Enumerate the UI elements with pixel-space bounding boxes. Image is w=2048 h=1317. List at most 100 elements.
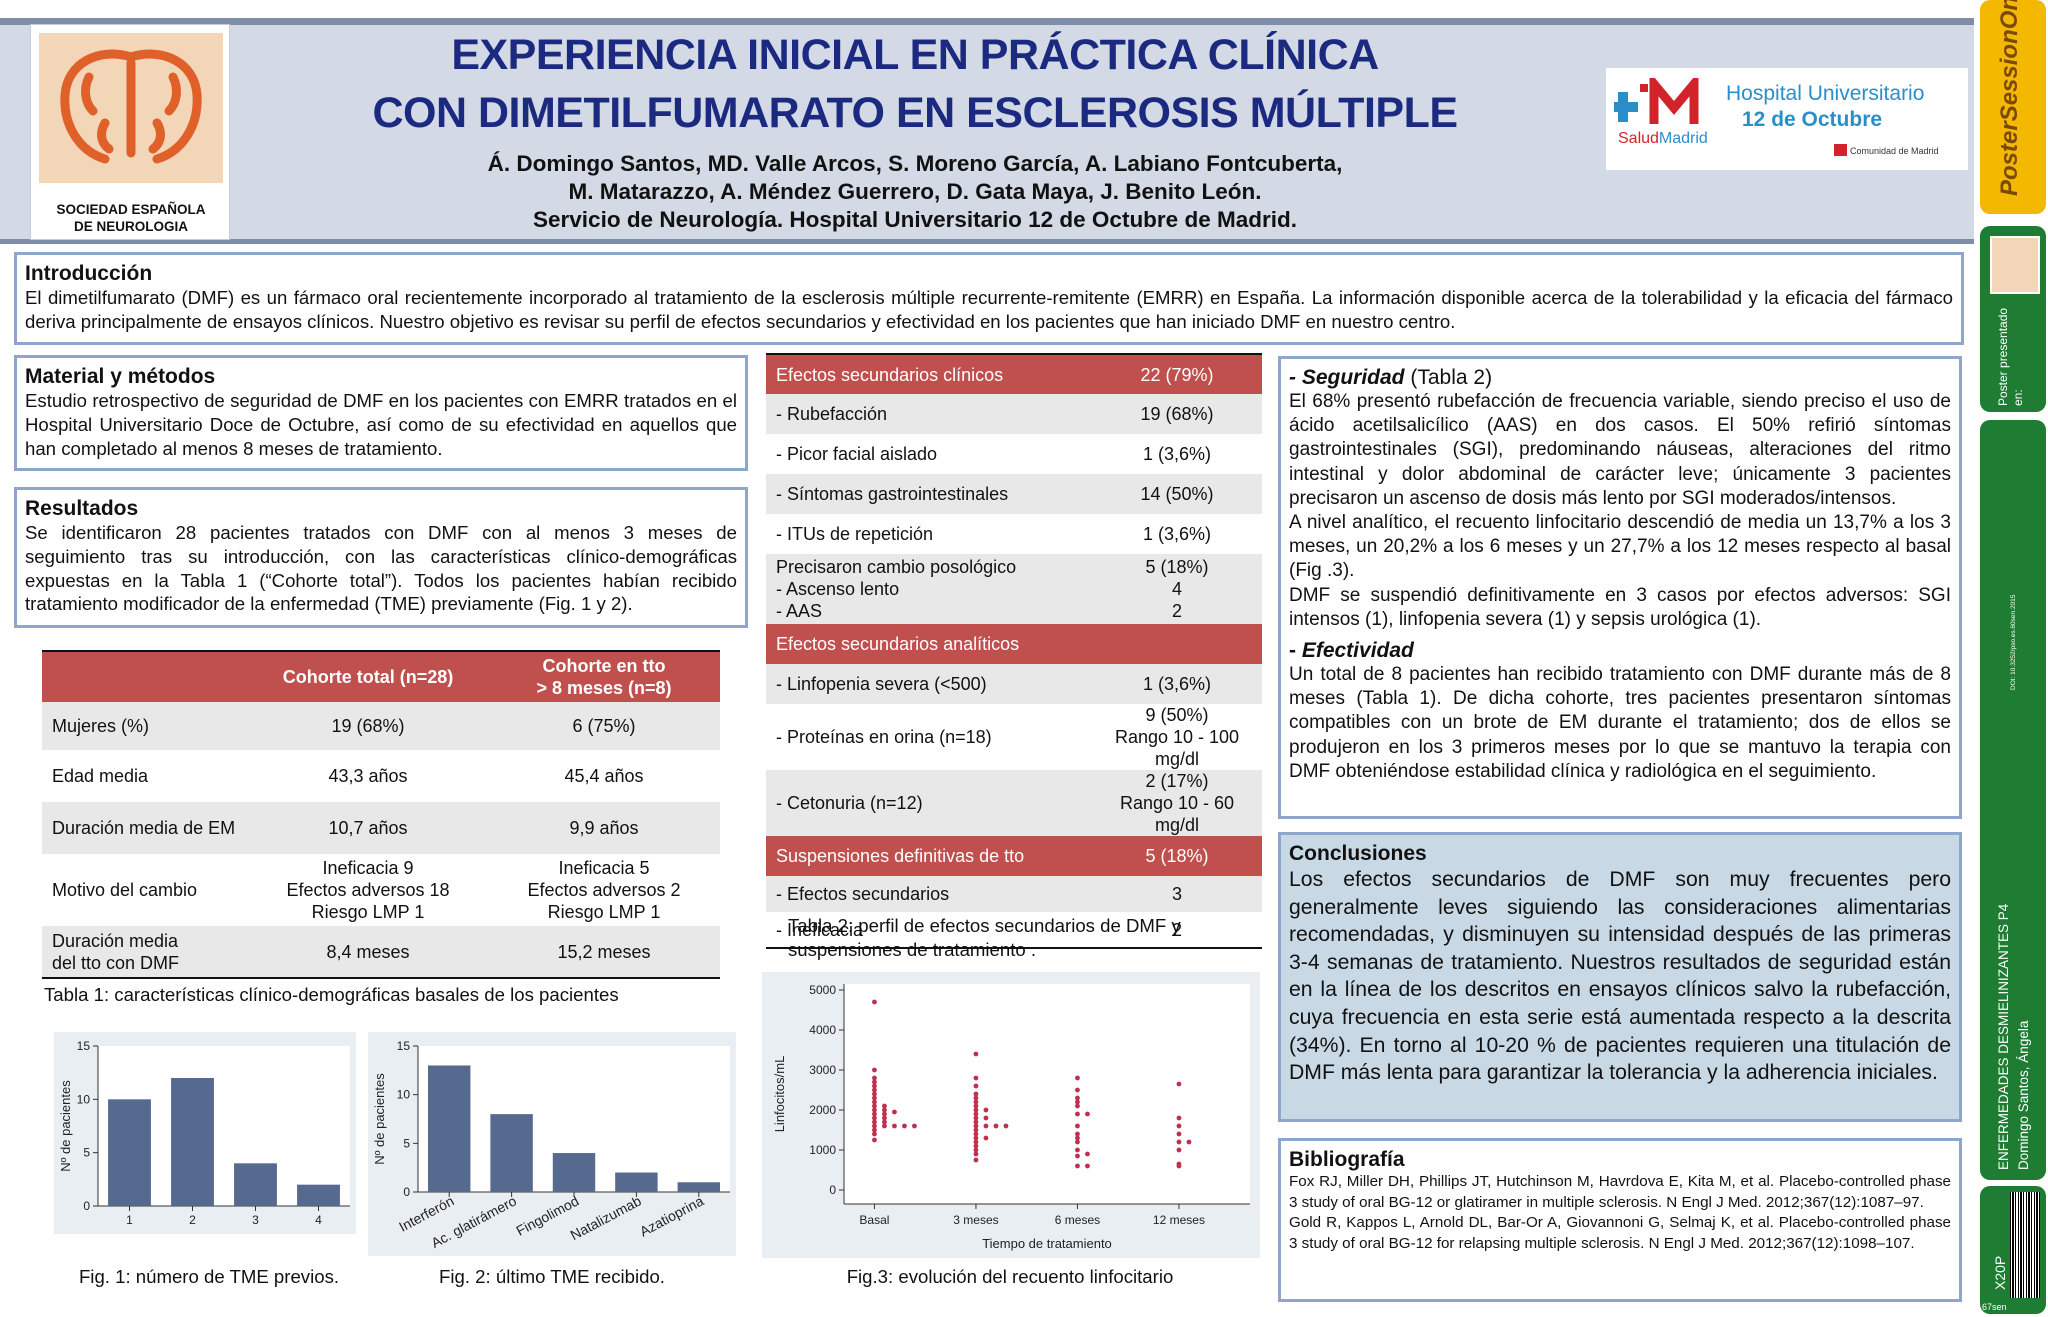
y-tick-label: 5000 (809, 983, 836, 997)
table-row: - Efectos secundarios 3 (766, 876, 1262, 912)
scatter-point (872, 1119, 877, 1125)
table-row: Suspensiones definitivas de tto 5 (18%) (766, 836, 1262, 876)
bar (615, 1172, 658, 1192)
y-tick-label: 4000 (809, 1023, 836, 1037)
scatter-point (973, 1147, 979, 1153)
sen-mini-logo-icon (1990, 236, 2040, 294)
table1-row-label: Duración media de EM (42, 802, 248, 854)
table1-cell: 10,7 años (248, 802, 488, 854)
scatter-point (872, 1123, 877, 1129)
table2-row-value: 1 (3,6%) (1142, 444, 1212, 464)
affiliation: Servicio de Neurología. Hospital Univers… (533, 207, 1297, 232)
scatter-point (1186, 1139, 1192, 1145)
bar (234, 1163, 277, 1206)
scatter-point (973, 1111, 979, 1117)
bar (427, 1065, 471, 1192)
scatter-point (973, 1083, 979, 1089)
bar (552, 1153, 596, 1192)
table1-cell: Ineficacia 5 Efectos adversos 2 Riesgo L… (527, 858, 681, 922)
table1-header-blank (42, 650, 248, 702)
scatter-point (872, 1079, 877, 1085)
authors-block: Á. Domingo Santos, MD. Valle Arcos, S. M… (300, 150, 1530, 234)
scatter-point (983, 1107, 989, 1113)
scatter-point (1003, 1123, 1009, 1129)
poster-title: EXPERIENCIA INICIAL EN PRÁCTICA CLÍNICA … (300, 26, 1530, 142)
intro-text: El dimetilfumarato (DMF) es un fármaco o… (25, 287, 1953, 332)
scatter-point (1075, 1095, 1080, 1101)
scatter-point (1176, 1163, 1182, 1169)
table1-cell: 19 (68%) (248, 702, 488, 750)
comunidad-flag-icon (1834, 144, 1847, 156)
brand-text: PosterSessionOnline (1996, 0, 2023, 196)
table2-row-value: 19 (68%) (1092, 394, 1262, 434)
scatter-point (872, 1111, 877, 1117)
table2-row-label: Efectos secundarios clínicos (766, 353, 1092, 394)
table2-row-label: - ITUs de repetición (776, 524, 934, 544)
table2-row-label: - Síntomas gastrointestinales (766, 474, 1092, 514)
y-tick-label: 15 (397, 1039, 411, 1053)
introduccion-section: Introducción El dimetilfumarato (DMF) es… (14, 252, 1964, 345)
scatter-point (973, 1139, 979, 1145)
table1-col-total: Cohorte total (n=28) (248, 650, 488, 702)
scatter-point (1085, 1111, 1090, 1117)
x-tick-label: 3 meses (953, 1213, 998, 1227)
scatter-point (1085, 1151, 1090, 1157)
table-row: - Ineficacia 2 (766, 912, 1262, 949)
y-axis-label: Nº de pacientes (372, 1073, 387, 1165)
scatter-point (973, 1151, 979, 1157)
sen-logo-line2: DE NEUROLOGIA (73, 219, 188, 234)
brain-icon (60, 49, 202, 164)
scatter-point (983, 1135, 989, 1141)
scatter-point (872, 1075, 877, 1081)
table-row: - Linfopenia severa (<500) 1 (3,6%) (766, 664, 1262, 704)
table2-row-value: 1 (3,6%) (1092, 664, 1262, 704)
table1-col-tto-line1: Cohorte en tto (542, 656, 666, 676)
table2: Efectos secundarios clínicos 22 (79%) - Ru… (766, 353, 1262, 949)
scatter-point (872, 1127, 877, 1133)
table1-cell: 43,3 años (328, 766, 408, 786)
scatter-point (882, 1103, 887, 1109)
table-row: - Picor facial aislado 1 (3,6%) (766, 434, 1262, 474)
scatter-point (973, 1103, 979, 1109)
scatter-point (973, 1143, 979, 1149)
table1-row-label: Motivo del cambio (52, 880, 198, 900)
scatter-point (1075, 1131, 1080, 1137)
x-tick-label: 3 (252, 1213, 259, 1227)
table1-cell: 9,9 años (488, 802, 720, 854)
y-tick-label: 0 (829, 1183, 836, 1197)
table1-cell: 8,4 meses (248, 926, 488, 979)
table1: Cohorte total (n=28) Cohorte en tto > 8 m… (42, 650, 720, 979)
poster-session-brand[interactable]: PosterSessionOnline (1980, 0, 2046, 214)
bar (677, 1182, 721, 1192)
scatter-point (973, 1131, 979, 1137)
table2-row-value: 2 (1092, 912, 1262, 949)
table2-body: Efectos secundarios clínicos 22 (79%) - Ru… (766, 353, 1262, 949)
x-tick-label: 4 (315, 1213, 322, 1227)
table-row: - Proteínas en orina (n=18) 9 (50%) Rango… (766, 704, 1262, 770)
scatter-point (882, 1119, 887, 1125)
seguridad-p1: El 68% presentó rubefacción de frecuenci… (1289, 391, 1951, 509)
scatter-point (882, 1123, 887, 1129)
table2-row-label: - Rubefacción (766, 394, 1092, 434)
bar (108, 1099, 151, 1206)
table2-row-label: - Ineficacia (766, 912, 1092, 949)
table1-cell: 6 (75%) (488, 702, 720, 750)
table1-col-tto: Cohorte en tto > 8 meses (n=8) (488, 650, 720, 702)
scatter-point (1075, 1123, 1080, 1129)
madrid-text: Madrid (1658, 130, 1708, 147)
scatter-point (892, 1109, 897, 1115)
scatter-point (882, 1115, 887, 1121)
seguridad-ref: (Tabla 2) (1410, 366, 1493, 389)
table-row: - Rubefacción 19 (68%) (766, 394, 1262, 434)
fig2-caption: Fig. 2: último TME recibido. (439, 1266, 665, 1287)
table1-cell: 45,4 años (564, 766, 644, 786)
table2-caption: Tabla 2: perfil de efectos secundarios d… (788, 915, 1181, 960)
seguridad-heading-line: - Seguridad (Tabla 2) (1289, 365, 1951, 390)
presented-text: Poster presentado en: (1996, 307, 2025, 406)
table2-row-value: 9 (50%) Rango 10 - 100 mg/dl (1114, 705, 1240, 769)
x-tick-label: Natalizumab (568, 1192, 644, 1243)
session-panel: DOI: 10.3252/pso.es.60sen.2015 ENFERMEDA… (1980, 420, 2046, 1180)
brain-logo-background (39, 33, 223, 183)
y-tick-label: 5 (83, 1146, 90, 1160)
seguridad-heading: - Seguridad (1289, 366, 1405, 389)
